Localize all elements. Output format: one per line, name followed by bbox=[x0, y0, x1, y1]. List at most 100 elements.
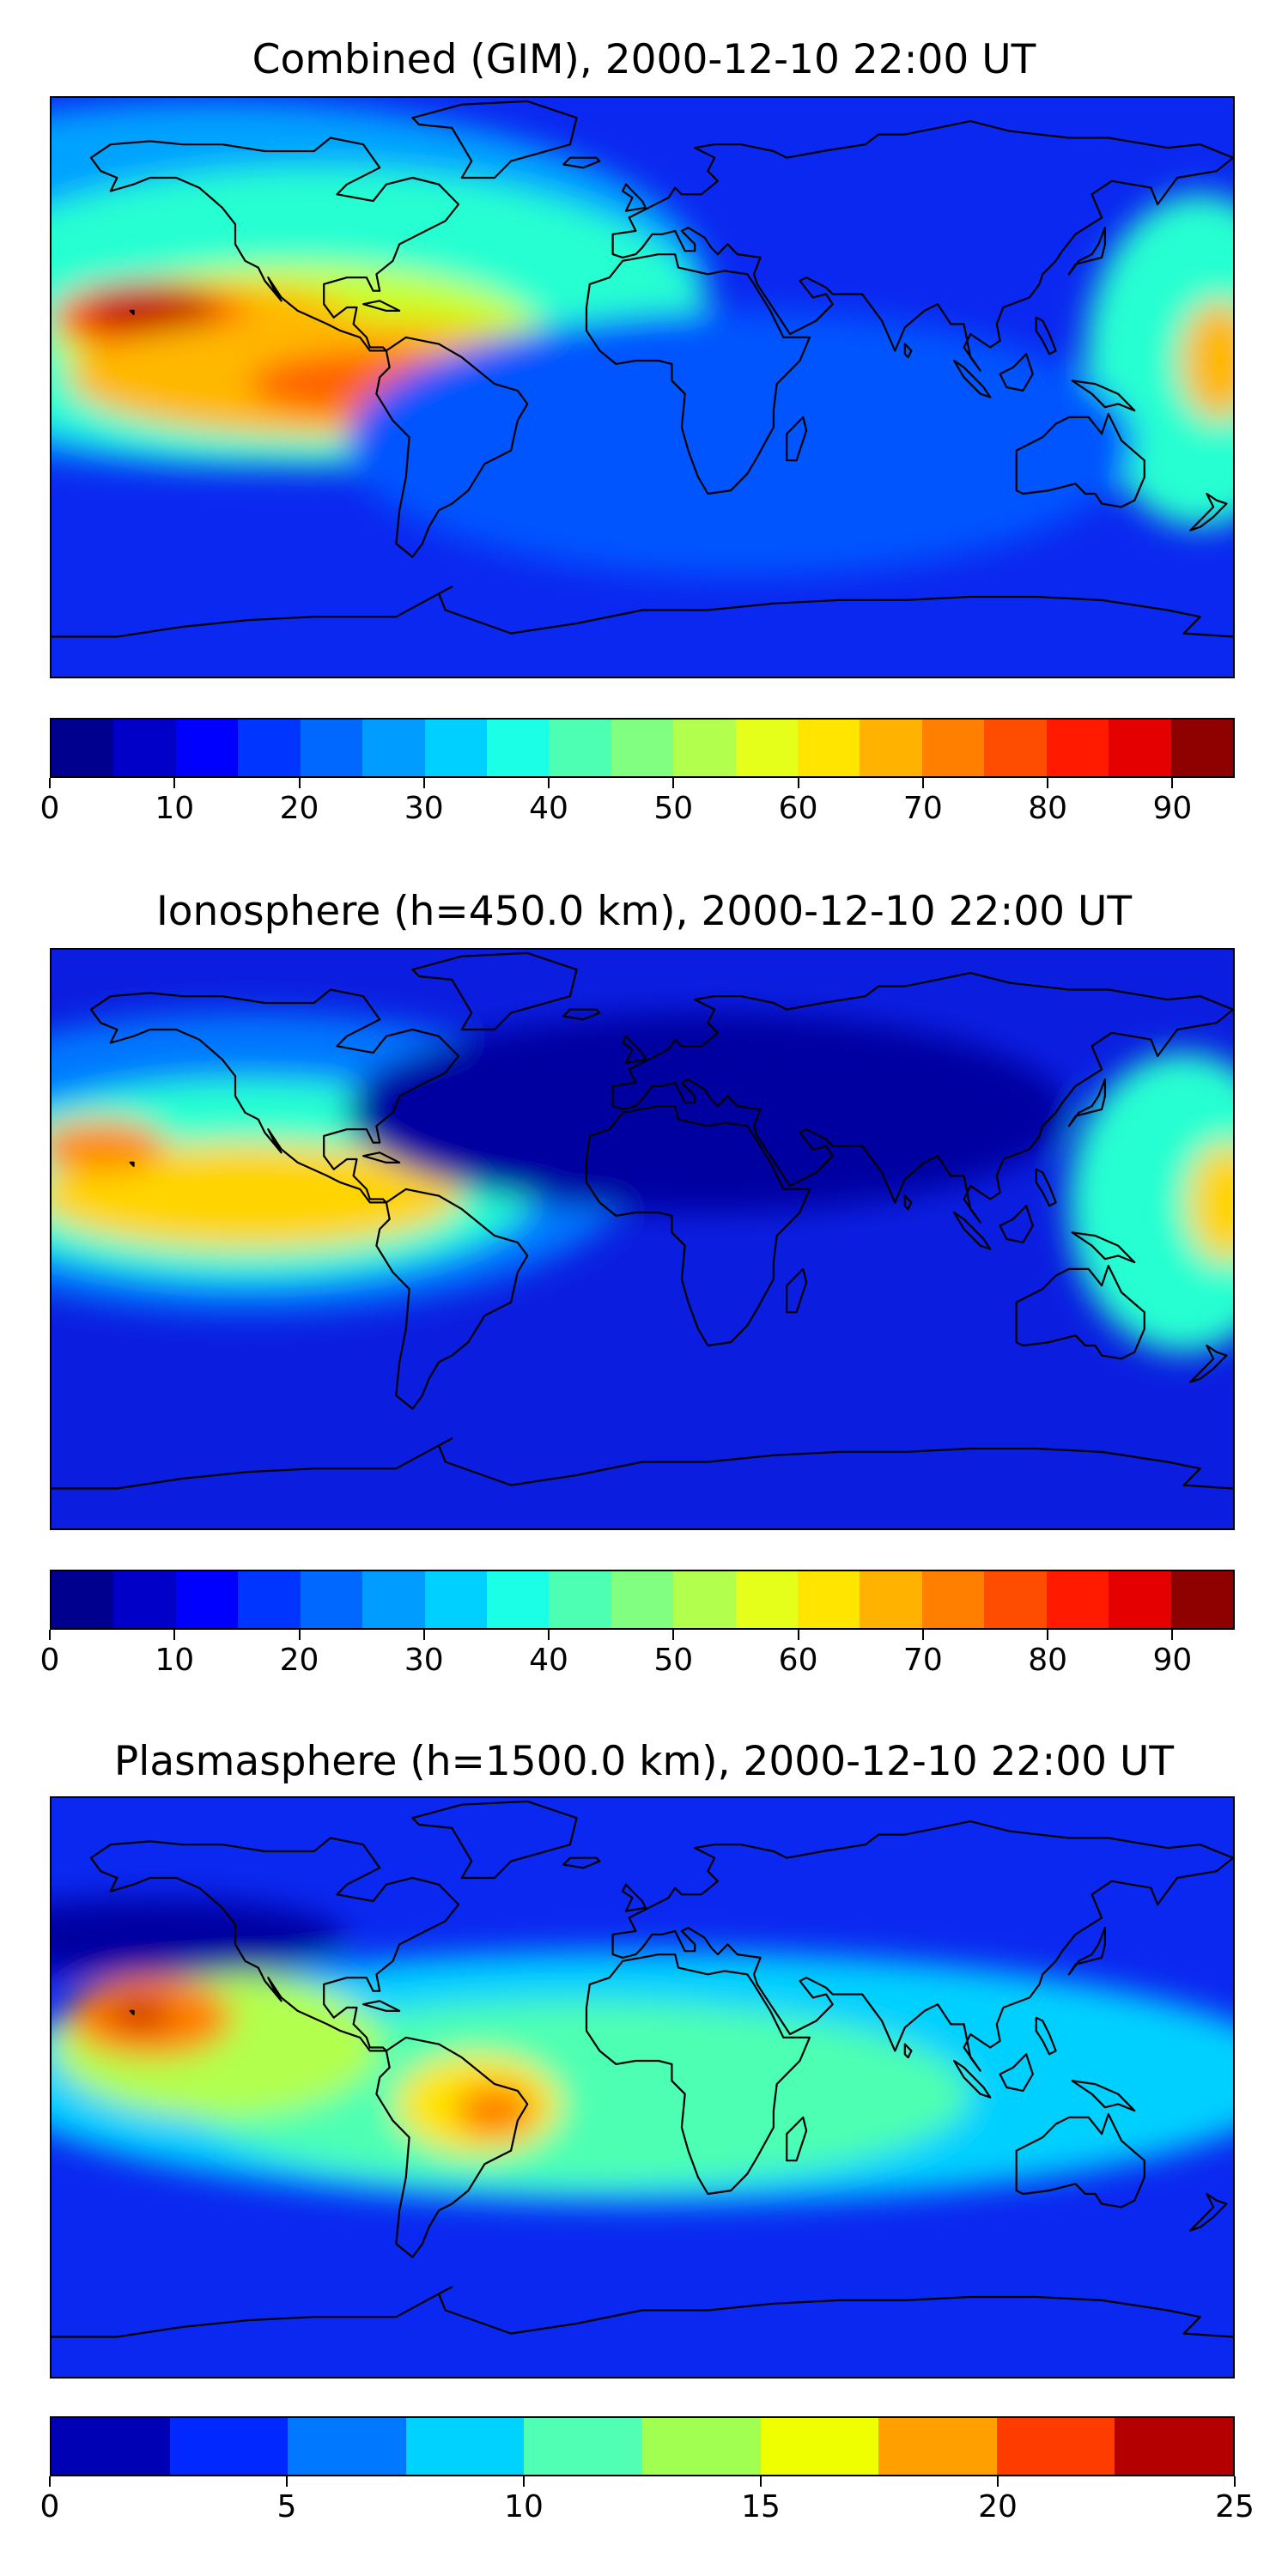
coastline-australia bbox=[1015, 1264, 1145, 1360]
contour-region bbox=[52, 1898, 347, 1978]
colorbar-tick bbox=[760, 2476, 762, 2487]
coastline-new-zealand bbox=[1189, 1344, 1228, 1383]
colorbar-tick-label: 10 bbox=[504, 2489, 544, 2524]
colorbar-segment bbox=[52, 2418, 170, 2475]
coastline-britain bbox=[622, 183, 647, 212]
panel-3-map bbox=[50, 1796, 1235, 2379]
colorbar-tick bbox=[672, 1630, 675, 1640]
colorbar-tick-label: 90 bbox=[1152, 1643, 1193, 1678]
colorbar-tick-label: 25 bbox=[1215, 2489, 1255, 2524]
coastline-sumatra bbox=[953, 359, 992, 398]
colorbar-segment bbox=[288, 2418, 406, 2475]
colorbar-segment bbox=[113, 1571, 176, 1628]
colorbar-tick bbox=[286, 2476, 288, 2487]
panel-2-colorbar-ticks: 0 10 20 30 40 50 60 70 80 90 bbox=[40, 1630, 1235, 1690]
colorbar-segment bbox=[424, 720, 487, 776]
colorbar-tick-label: 80 bbox=[1028, 791, 1067, 826]
panel-2-map-svg bbox=[52, 950, 1233, 1528]
coastline-hawaii bbox=[129, 1161, 135, 1167]
panel-1-map-svg bbox=[52, 98, 1233, 677]
coastline-africa bbox=[585, 1953, 811, 2196]
colorbar-segment bbox=[1046, 1571, 1109, 1628]
colorbar-tick bbox=[298, 778, 301, 788]
colorbar-tick bbox=[298, 1630, 301, 1640]
colorbar-tick-label: 70 bbox=[902, 1643, 943, 1678]
coastline-eurasia bbox=[611, 1820, 1233, 2072]
panel-3-colorbar-ticks: 0 5 10 15 20 25 bbox=[40, 2476, 1255, 2537]
colorbar-segment bbox=[673, 720, 736, 776]
colorbar-tick-label: 70 bbox=[902, 791, 943, 826]
colorbar-tick bbox=[672, 778, 675, 788]
colorbar-tick-label: 5 bbox=[276, 2489, 297, 2524]
colorbar-segment bbox=[611, 1571, 674, 1628]
coastline-north-america bbox=[89, 1837, 460, 2052]
coastline-britain bbox=[622, 1035, 647, 1064]
coastline-borneo bbox=[999, 2053, 1034, 2092]
coastline-new-guinea bbox=[1071, 380, 1136, 412]
colorbar-tick bbox=[422, 778, 425, 788]
panel-1-title: Combined (GIM), 2000-12-10 22:00 UT bbox=[252, 36, 1036, 83]
coastline-antarctica bbox=[52, 586, 1233, 638]
colorbar-segment bbox=[405, 2418, 525, 2475]
coastline-japan bbox=[1067, 1927, 1106, 1976]
coastline-new-guinea bbox=[1071, 1231, 1136, 1264]
colorbar-segment bbox=[760, 2418, 879, 2475]
colorbar-segment bbox=[175, 1571, 239, 1628]
colorbar-segment bbox=[238, 720, 301, 776]
coastline-antarctica bbox=[52, 1437, 1233, 1490]
colorbar-tick-label: 0 bbox=[39, 791, 60, 826]
coastline-borneo bbox=[999, 353, 1034, 392]
colorbar-tick-label: 10 bbox=[155, 791, 195, 826]
coastline-madagascar bbox=[786, 1267, 808, 1314]
coastline-cuba bbox=[362, 1151, 401, 1163]
colorbar-segment bbox=[486, 1571, 550, 1628]
contour-region bbox=[1180, 301, 1233, 421]
colorbar-tick bbox=[1171, 1630, 1174, 1640]
colorbar-segment bbox=[860, 720, 922, 776]
panel-2-colorbar bbox=[50, 1570, 1235, 1630]
colorbar-tick-label: 0 bbox=[39, 2489, 60, 2524]
coastline-madagascar bbox=[786, 416, 808, 462]
colorbar-tick bbox=[173, 1630, 176, 1640]
colorbar-segment bbox=[1046, 720, 1109, 776]
colorbar-segment bbox=[921, 720, 985, 776]
panel-2-map bbox=[50, 948, 1235, 1530]
coastline-cuba bbox=[362, 2000, 401, 2012]
colorbar-segment bbox=[175, 720, 239, 776]
colorbar-segment bbox=[1170, 720, 1233, 776]
colorbar-segment bbox=[860, 1571, 922, 1628]
colorbar-segment bbox=[52, 720, 114, 776]
colorbar-segment bbox=[798, 1571, 860, 1628]
colorbar-tick bbox=[797, 1630, 799, 1640]
coastline-north-america bbox=[89, 988, 460, 1204]
colorbar-segment bbox=[486, 720, 550, 776]
colorbar-segment bbox=[362, 720, 425, 776]
contour-region bbox=[347, 310, 1135, 577]
coastline-antarctica bbox=[52, 2286, 1233, 2338]
coastline-sri-lanka bbox=[903, 343, 913, 359]
coastline-hawaii bbox=[129, 309, 135, 315]
colorbar-tick-label: 40 bbox=[529, 791, 568, 826]
panel-3-map-svg bbox=[52, 1798, 1233, 2377]
colorbar-segment bbox=[641, 2418, 761, 2475]
coastline-borneo bbox=[999, 1205, 1034, 1243]
colorbar-tick-label: 0 bbox=[39, 1643, 60, 1678]
colorbar-segment bbox=[549, 1571, 611, 1628]
coastline-philippines bbox=[1035, 1168, 1057, 1207]
colorbar-segment bbox=[52, 1571, 114, 1628]
colorbar-tick bbox=[921, 778, 924, 788]
colorbar-segment bbox=[984, 720, 1047, 776]
colorbar-tick bbox=[1171, 778, 1174, 788]
colorbar-segment bbox=[300, 1571, 363, 1628]
colorbar-segment bbox=[549, 720, 611, 776]
coastline-greenland bbox=[411, 100, 578, 179]
coastline-africa bbox=[585, 253, 811, 495]
colorbar-tick-label: 50 bbox=[653, 1643, 694, 1678]
colorbar-tick-label: 80 bbox=[1028, 1643, 1067, 1678]
coastline-new-zealand bbox=[1189, 492, 1228, 532]
colorbar-tick bbox=[1047, 778, 1049, 788]
colorbar-segment bbox=[798, 720, 860, 776]
contour-region bbox=[52, 1119, 167, 1173]
colorbar-segment bbox=[169, 2418, 289, 2475]
panel-2-title: Ionosphere (h=450.0 km), 2000-12-10 22:0… bbox=[155, 888, 1133, 935]
